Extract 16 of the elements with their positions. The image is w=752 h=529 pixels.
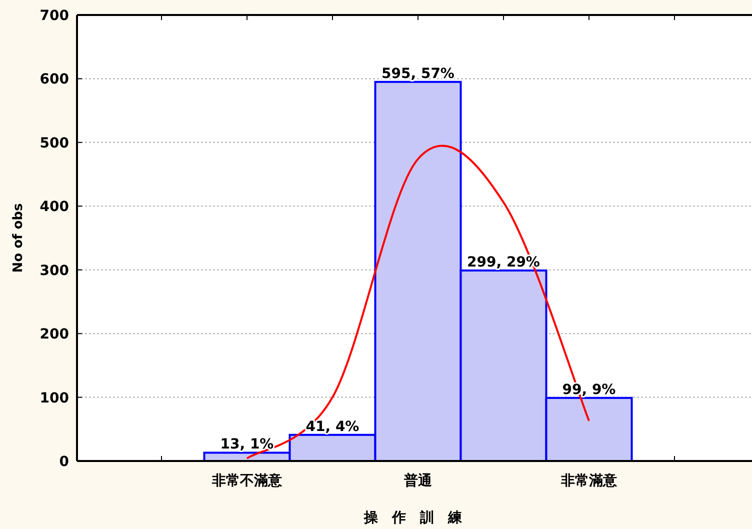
- y-tick-label: 600: [40, 72, 70, 88]
- y-axis-title: No of obs: [11, 203, 26, 273]
- y-tick-label: 500: [40, 135, 70, 152]
- y-tick-label: 400: [40, 199, 70, 216]
- x-tick-label: 非常滿意: [560, 472, 618, 489]
- x-axis-title: 操作訓練: [363, 510, 476, 526]
- x-tick-label: 非常不滿意: [211, 472, 283, 489]
- y-tick-label: 700: [40, 8, 70, 24]
- y-tick-label: 300: [40, 262, 70, 279]
- data-label: 595, 57%: [382, 66, 454, 82]
- x-tick-label: 普通: [403, 472, 433, 489]
- y-tick-label: 100: [40, 390, 70, 406]
- y-tick-label: 200: [40, 326, 70, 343]
- y-tick-label: 0: [59, 454, 70, 470]
- data-label: 13, 1%: [220, 436, 274, 453]
- data-label: 41, 4%: [306, 418, 360, 435]
